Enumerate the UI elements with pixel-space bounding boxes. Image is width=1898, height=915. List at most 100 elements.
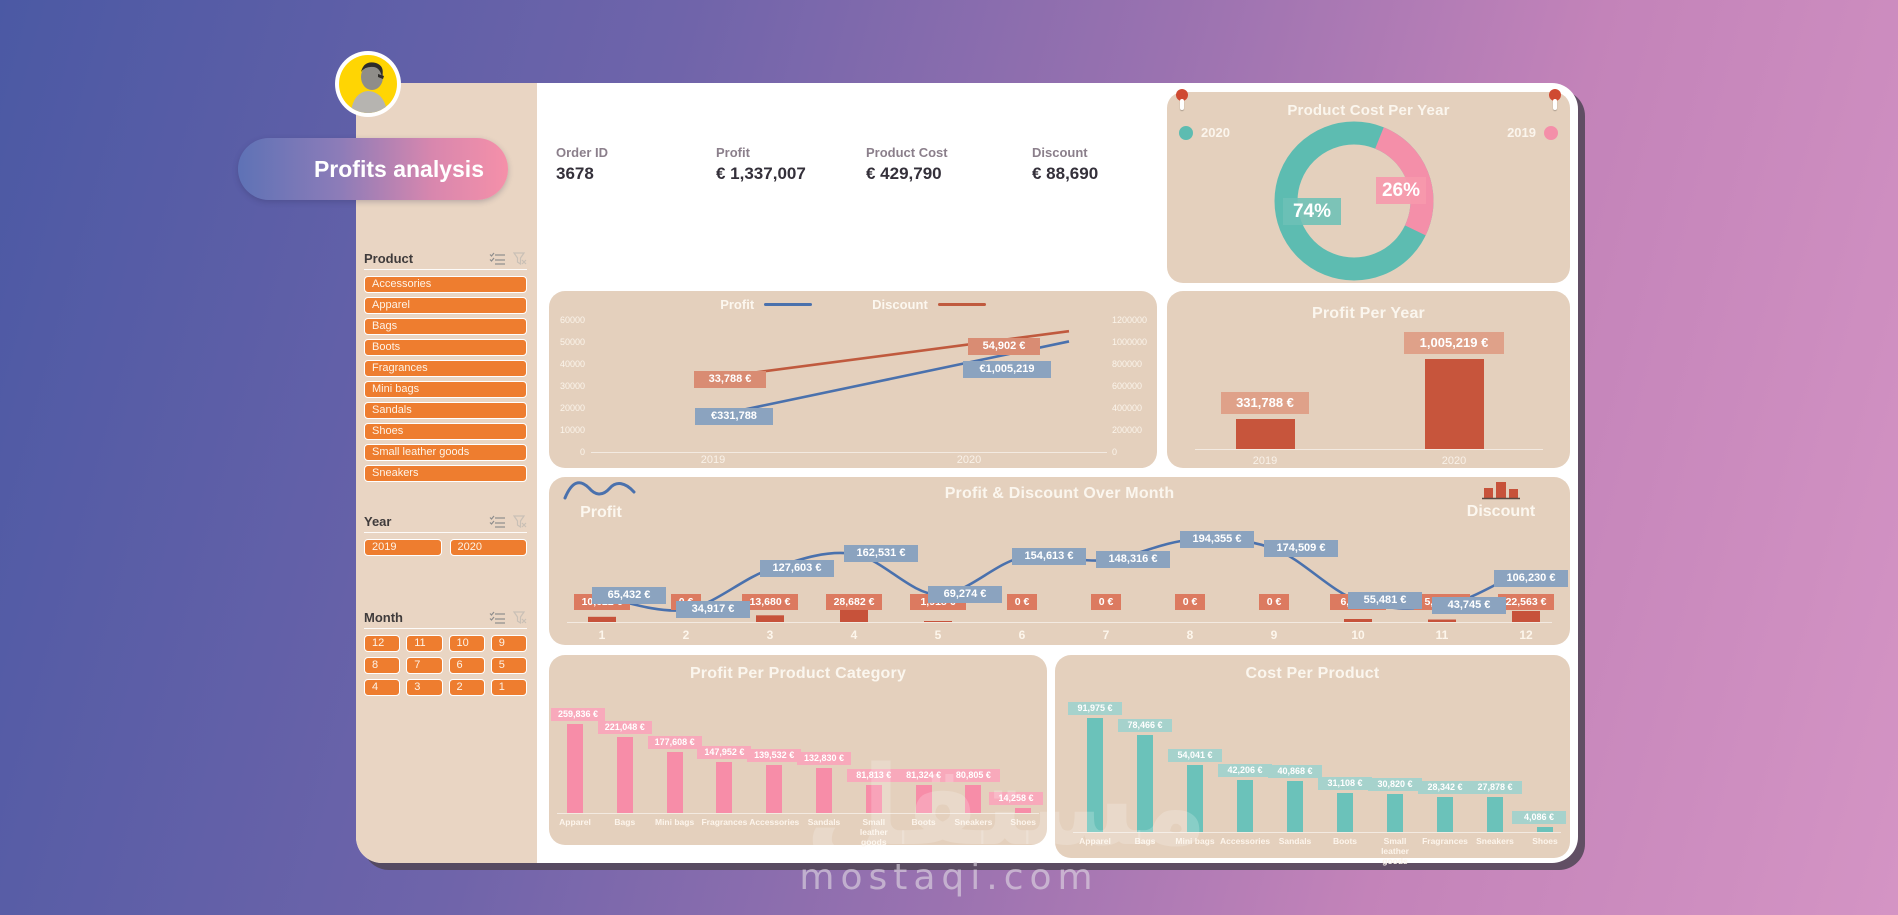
axis-label: 6 xyxy=(1018,628,1026,642)
axis-tick: 50000 xyxy=(559,337,585,347)
data-label: 31,108 € xyxy=(1318,777,1372,791)
month-filter-1[interactable]: 1 xyxy=(490,679,527,696)
kpi-discount: Discount € 88,690 xyxy=(1032,145,1098,184)
slicer-list-icon[interactable] xyxy=(489,611,506,624)
data-label: 81,324 € xyxy=(896,769,951,783)
axis-baseline xyxy=(1073,832,1561,833)
axis-tick: 0 xyxy=(1112,447,1118,457)
bar-small-leather-goods xyxy=(1387,793,1403,832)
axis-label: 3 xyxy=(766,628,774,642)
axis-label: 2 xyxy=(682,628,690,642)
legend-2019[interactable]: 2019 xyxy=(1507,125,1558,140)
axis-label: Small leather goods xyxy=(1381,836,1409,867)
axis-label: 2020 xyxy=(1441,455,1467,467)
axis-label: Small leather goods xyxy=(859,817,888,848)
clear-filter-icon[interactable] xyxy=(513,515,527,528)
data-label: 27,878 € xyxy=(1468,781,1522,795)
chart-title: Profit & Discount Over Month xyxy=(944,485,1175,502)
bar-accessories xyxy=(1237,779,1253,832)
product-filter-fragrances[interactable]: Fragrances xyxy=(364,360,527,377)
month-filter-5[interactable]: 5 xyxy=(490,657,527,674)
line-chart-icon xyxy=(563,481,636,500)
legend-2020[interactable]: 2020 xyxy=(1179,125,1230,140)
axis-label: Sandals xyxy=(1278,836,1312,846)
axis-tick: 400000 xyxy=(1112,403,1143,413)
product-filter-shoes[interactable]: Shoes xyxy=(364,423,527,440)
axis-label: Sandals xyxy=(807,817,841,827)
month-filter-12[interactable]: 12 xyxy=(364,635,401,652)
data-label: 22,563 € xyxy=(1498,594,1554,610)
legend-discount[interactable]: Discount xyxy=(872,297,986,312)
month-filter-2[interactable]: 2 xyxy=(448,679,485,696)
pin-icon[interactable] xyxy=(1548,89,1562,115)
kpi-profit: Profit € 1,337,007 xyxy=(716,145,806,184)
product-filter-accessories[interactable]: Accessories xyxy=(364,276,527,293)
axis-label: 1 xyxy=(598,628,606,642)
axis-label: 10 xyxy=(1351,628,1365,642)
month-filter-8[interactable]: 8 xyxy=(364,657,401,674)
month-filter-9[interactable]: 9 xyxy=(490,635,527,652)
clear-filter-icon[interactable] xyxy=(513,611,527,624)
month-filter-4[interactable]: 4 xyxy=(364,679,401,696)
year-filter-2019[interactable]: 2019 xyxy=(364,539,442,556)
axis-label: 2019 xyxy=(1252,455,1278,467)
year-slicer: Year 2019 2020 xyxy=(364,511,527,560)
month-filter-6[interactable]: 6 xyxy=(448,657,485,674)
profit-legend[interactable]: Profit xyxy=(555,477,647,522)
product-filter-sandals[interactable]: Sandals xyxy=(364,402,527,419)
year-slicer-title: Year xyxy=(364,514,392,529)
month-slicer: Month 12 11 10 9 8 7 6 5 4 3 2 1 xyxy=(364,607,527,696)
legend-profit[interactable]: Profit xyxy=(720,297,813,312)
slicer-list-icon[interactable] xyxy=(489,515,506,528)
product-filter-mini-bags[interactable]: Mini bags xyxy=(364,381,527,398)
axis-label: 4 xyxy=(850,628,858,642)
avatar[interactable] xyxy=(334,50,402,118)
axis-label: Shoes xyxy=(1010,817,1036,827)
data-label: 43,745 € xyxy=(1432,596,1506,614)
month-filter-3[interactable]: 3 xyxy=(406,679,443,696)
clear-filter-icon[interactable] xyxy=(513,252,527,265)
data-label: 0 € xyxy=(1175,594,1205,610)
legend-label: Profit xyxy=(720,297,755,312)
data-label: 40,868 € xyxy=(1268,765,1322,779)
axis-baseline xyxy=(591,452,1107,453)
kpi-value: € 429,790 xyxy=(866,164,942,183)
data-label: 28,342 € xyxy=(1418,780,1472,794)
product-filter-boots[interactable]: Boots xyxy=(364,339,527,356)
kpi-label: Order ID xyxy=(556,145,609,160)
pin-icon[interactable] xyxy=(1175,89,1189,115)
month-filter-10[interactable]: 10 xyxy=(448,635,485,652)
bar-sandals xyxy=(816,767,832,813)
data-label: 139,532 € xyxy=(747,749,802,763)
discount-legend[interactable]: Discount xyxy=(1456,479,1546,521)
year-filter-2020[interactable]: 2020 xyxy=(449,539,527,556)
month-slicer-header: Month xyxy=(364,607,527,629)
kpi-value: € 88,690 xyxy=(1032,164,1099,183)
bar-2019 xyxy=(1235,419,1295,449)
product-filter-apparel[interactable]: Apparel xyxy=(364,297,527,314)
data-label: 0 € xyxy=(1091,594,1121,610)
month-filter-11[interactable]: 11 xyxy=(406,635,443,652)
data-label: 194,355 € xyxy=(1180,531,1254,548)
slicer-list-icon[interactable] xyxy=(489,252,506,265)
product-filter-bags[interactable]: Bags xyxy=(364,318,527,335)
bar-sneakers xyxy=(965,785,982,813)
combo-chart: 10,622 €0 €13,680 €28,682 €1,918 €0 €0 €… xyxy=(549,477,1570,645)
product-filter-small-leather-goods[interactable]: Small leather goods xyxy=(364,444,527,461)
bar-sneakers xyxy=(1487,797,1503,832)
month-filter-7[interactable]: 7 xyxy=(406,657,443,674)
bar-mini-bags xyxy=(1187,765,1203,832)
data-label: 1,005,219 € xyxy=(1404,332,1504,354)
line-chart: 60000 50000 40000 30000 20000 10000 0 1200000 10… xyxy=(549,291,1157,468)
data-label: €331,788 xyxy=(695,408,773,425)
bar-bags xyxy=(616,737,633,813)
chart-legend: Profit Discount xyxy=(549,297,1157,312)
data-label: 13,680 € xyxy=(742,594,798,610)
chart-title: Cost Per Product xyxy=(1245,665,1380,682)
data-label: 162,531 € xyxy=(844,544,918,562)
axis-tick: 1000000 xyxy=(1112,337,1148,347)
bar-chart: 259,836 € Apparel 221,048 € Bags 177,608 € Mi… xyxy=(549,655,1047,848)
chart-title: Product Cost Per Year xyxy=(1287,102,1450,119)
product-filter-sneakers[interactable]: Sneakers xyxy=(364,465,527,482)
axis-label: 8 xyxy=(1186,628,1194,642)
